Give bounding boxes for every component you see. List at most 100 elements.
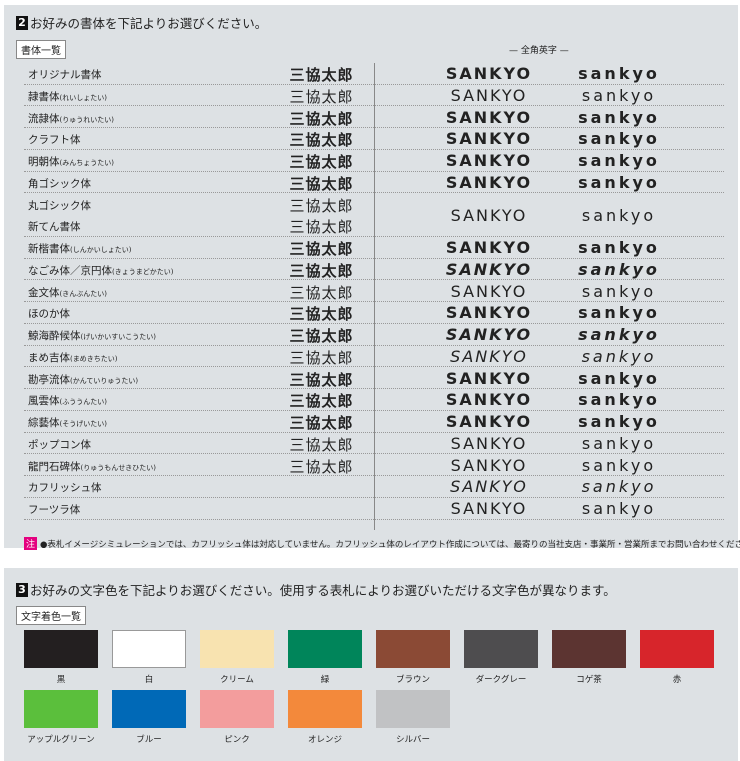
note: 注 ●表札イメージシミュレーションでは、カフリッシュ体は対応していません。カフリッ… [24,537,740,550]
note-label: 注 [24,537,38,550]
lower-sample: sankyo [578,412,660,431]
color-list-tag: 文字着色一覧 [16,606,86,625]
color-swatch[interactable] [24,690,98,728]
lower-sample: sankyo [581,477,657,497]
font-section: 2 お好みの書体を下記よりお選びください。 書体一覧 — 全角英字 — オリジナル… [4,5,740,550]
font-name: 綜藝体(そうげいたい) [28,417,107,429]
font-name: 勘亭流体(かんていりゅうたい) [28,373,139,386]
lower-sample: sankyo [578,325,660,344]
upper-sample: SANKYO [445,368,533,388]
font-list-tag: 書体一覧 [16,40,66,59]
color-swatch[interactable] [464,630,538,668]
section-heading: 2 お好みの書体を下記よりお選びください。 [16,13,267,32]
color-label: ピンク [224,735,250,745]
upper-sample: SANKYO [445,412,533,431]
kanji-sample: 三協太郎 [289,153,354,171]
font-name: ポップコン体 [28,438,91,451]
color-label: シルバー [395,735,430,745]
color-swatch[interactable] [640,630,714,668]
upper-sample: SANKYO [450,433,528,453]
kanji-sample: 三協太郎 [289,392,354,411]
color-label: 緑 [320,675,330,685]
lower-sample: sankyo [581,346,657,366]
section-title: お好みの書体を下記よりお選びください。 [30,16,268,31]
font-row: 明朝体(みんちょうたい) 三協太郎 SANKYO sankyo [24,150,724,172]
color-swatch[interactable] [288,630,362,668]
font-row: 新てん書体 三協太郎 [24,215,724,237]
font-name: 新楷書体(しんかいしょたい) [28,243,132,255]
upper-sample: SANKYO [445,172,533,192]
font-name: 風雲体(ふううんたい) [28,395,107,408]
font-name: 鯨海酔候体(げいかいすいこうたい) [28,330,156,342]
font-row: 勘亭流体(かんていりゅうたい) 三協太郎 SANKYO sankyo [24,368,724,390]
lower-sample: sankyo [578,390,660,410]
font-name: 角ゴシック体 [28,177,91,190]
font-name: 金文体(きんぶんたい) [28,286,107,299]
upper-sample: SANKYO [450,455,528,475]
font-name: 龍門石碑体(りゅうもんせきひたい) [28,460,156,473]
font-row: ポップコン体 三協太郎 SANKYO sankyo [24,433,724,455]
color-label: ブラウン [395,675,430,685]
upper-sample: SANKYO [450,346,528,366]
lower-sample: sankyo [581,281,657,301]
color-swatch[interactable] [376,630,450,668]
font-row: ほのか体 三協太郎 SANKYO sankyo [24,302,724,324]
lower-sample: sankyo [578,64,660,83]
font-name: ほのか体 [28,308,70,321]
lower-sample: sankyo [578,368,660,388]
upper-sample: SANKYO [445,151,533,170]
kanji-sample: 三協太郎 [289,87,354,106]
upper-sample: SANKYO [450,499,528,518]
color-swatch[interactable] [112,690,186,728]
kanji-sample: 三協太郎 [289,457,354,476]
color-swatch[interactable] [200,690,274,728]
lower-sample: sankyo [578,172,660,192]
color-label: クリーム [220,675,254,685]
kanji-sample: 三協太郎 [289,131,354,150]
color-section: 3 お好みの文字色を下記よりお選びください。使用する表札によりお選びいただける文字… [4,568,738,761]
font-row: なごみ体／京円体(きょうまどかたい) 三協太郎 SANKYO sankyo [24,259,724,281]
kanji-sample: 三協太郎 [289,414,354,432]
color-swatch[interactable] [288,690,362,728]
upper-sample: SANKYO [445,64,533,83]
color-label: ブルー [136,735,162,745]
font-name: クラフト体 [28,134,81,147]
color-label: コゲ茶 [576,675,602,685]
lower-sample: sankyo [581,433,657,453]
font-row: 角ゴシック体 三協太郎 SANKYO sankyo [24,172,724,194]
font-name: 隷書体(れいしょたい) [28,90,107,103]
color-swatch[interactable] [24,630,98,668]
kanji-sample: 三協太郎 [289,109,354,128]
color-swatch[interactable] [552,630,626,668]
kanji-sample: 三協太郎 [289,435,354,454]
section-number: 2 [16,15,28,30]
kanji-sample: 三協太郎 [289,370,354,389]
color-swatch[interactable] [376,690,450,728]
color-swatch[interactable] [200,630,274,668]
kanji-sample: 三協太郎 [289,174,354,193]
lower-sample: sankyo [578,238,660,257]
color-swatch[interactable] [112,630,186,668]
lower-sample: sankyo [578,151,660,170]
upper-sample: SANKYO [450,85,528,105]
font-name: まめ吉体(まめきちたい) [28,351,118,364]
kanji-sample: 三協太郎 [289,218,354,237]
font-row: 風雲体(ふううんたい) 三協太郎 SANKYO sankyo [24,389,724,411]
color-label: アップルグリーン [27,735,95,745]
font-row: 金文体(きんぶんたい) 三協太郎 SANKYO sankyo [24,281,724,303]
upper-sample: SANKYO [445,238,533,257]
kanji-sample: 三協太郎 [289,327,354,345]
upper-sample: SANKYO [445,259,533,279]
font-name: 新てん書体 [28,221,81,234]
font-row: カフリッシュ体 SANKYO sankyo [24,476,724,498]
font-row: 新楷書体(しんかいしょたい) 三協太郎 SANKYO sankyo [24,237,724,259]
font-row: まめ吉体(まめきちたい) 三協太郎 SANKYO sankyo [24,346,724,368]
upper-sample: SANKYO [450,281,528,301]
font-name: オリジナル書体 [28,69,102,81]
lower-sample: sankyo [578,259,660,279]
upper-sample: SANKYO [445,107,533,127]
color-label: オレンジ [307,735,342,745]
lower-sample: sankyo [581,85,657,105]
upper-sample: SANKYO [450,205,528,225]
color-label: 白 [144,675,154,685]
